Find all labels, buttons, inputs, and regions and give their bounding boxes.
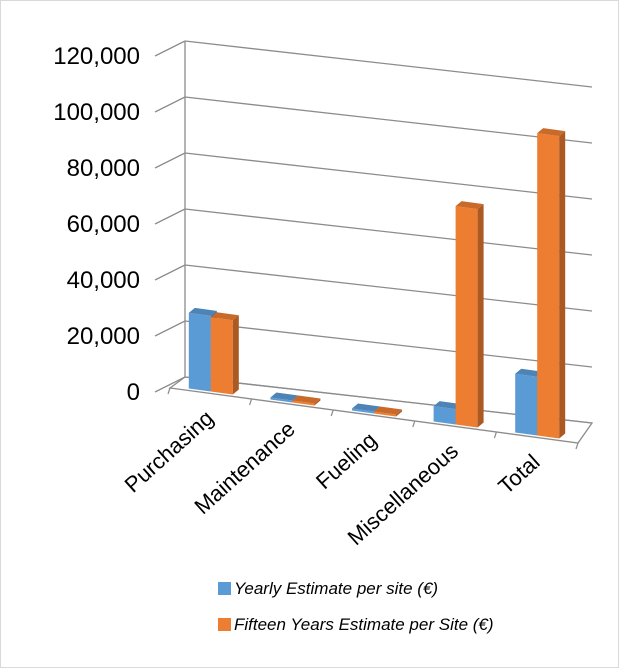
bar-top-face (515, 368, 544, 377)
bar-front-face (270, 397, 293, 403)
legend-label: Yearly Estimate per site (€) (234, 579, 438, 598)
y-tick-label: 120,000 (53, 43, 140, 70)
gridline-side (154, 264, 186, 281)
floor-outline (168, 376, 594, 444)
chart-floor (167, 376, 594, 450)
y-tick-label: 40,000 (67, 267, 140, 294)
gridline (184, 320, 593, 368)
gridline (184, 96, 593, 144)
x-tick-label: Fueling (311, 427, 381, 494)
x-tick-mark (412, 420, 416, 428)
bar-top-face (433, 401, 462, 410)
bar-front-face (455, 206, 478, 428)
x-tick-mark (167, 387, 171, 395)
bar-front-face (433, 406, 456, 425)
bar (292, 395, 321, 406)
bar-front-face (292, 400, 315, 406)
gridline-side (154, 152, 186, 169)
x-tick-mark (249, 398, 253, 406)
gridline (184, 152, 593, 200)
bar (537, 128, 566, 439)
bar-front-face (515, 373, 538, 436)
bar-top-face (188, 307, 217, 316)
bar-front-face (537, 133, 560, 439)
legend: Yearly Estimate per site (€) Fifteen Year… (218, 579, 494, 634)
bar (455, 201, 484, 428)
gridline-side (154, 40, 186, 57)
bar-front-face (374, 411, 396, 417)
bar-top-face (374, 406, 402, 415)
bar-top-face (352, 403, 380, 412)
y-tick-label: 100,000 (53, 99, 140, 126)
gridline-side (154, 208, 186, 225)
bar-side-face (396, 409, 402, 417)
bar-side-face (559, 131, 566, 439)
gridline-side (154, 376, 186, 393)
gridline-side (154, 96, 186, 113)
bar-side-face (314, 398, 321, 406)
x-tick-label: Total (493, 449, 544, 499)
legend-swatch (218, 582, 231, 595)
x-tick-label: Purchasing (120, 405, 219, 497)
bars (188, 128, 566, 439)
bar-front-face (210, 317, 233, 395)
y-tick-label: 80,000 (67, 155, 140, 182)
gridline (184, 40, 593, 88)
bar (374, 406, 402, 417)
x-tick-mark (493, 431, 497, 439)
legend-label: Fifteen Years Estimate per Site (€) (234, 615, 494, 634)
y-tick-label: 0 (127, 379, 140, 406)
bar-top-face (455, 201, 484, 210)
x-tick-mark (575, 442, 579, 450)
bar-top-face (537, 128, 566, 137)
gridline (184, 208, 593, 256)
bar (210, 312, 239, 395)
bar-top-face (292, 395, 321, 404)
bar-top-face (210, 312, 239, 321)
bar-front-face (352, 408, 374, 414)
y-axis-tick-labels: 0 20,000 40,000 60,000 80,000 100,000 120,000 (53, 43, 140, 406)
bar-side-face (232, 315, 239, 395)
bar-side-face (477, 204, 484, 428)
y-tick-label: 20,000 (67, 323, 140, 350)
gridline (184, 264, 593, 312)
bar-front-face (188, 312, 211, 392)
gridline-side (154, 320, 186, 337)
legend-swatch (218, 618, 231, 631)
bar-top-face (270, 392, 299, 401)
x-tick-mark (330, 409, 334, 417)
y-tick-label: 60,000 (67, 211, 140, 238)
